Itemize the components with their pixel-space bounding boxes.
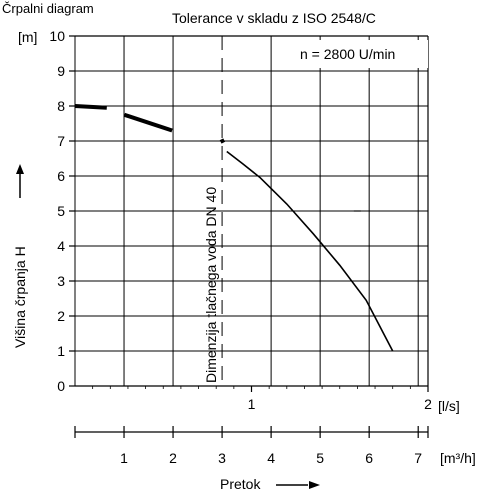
y-tick-label: 10 [49,28,65,44]
grid [74,35,429,387]
speed-annotation: n = 2800 U/min [300,46,395,62]
pump-curve [74,104,394,352]
x-tick-label-m3h: 2 [169,450,177,466]
y-tick-label: 6 [57,168,65,184]
chart-subtitle: Tolerance v skladu z ISO 2548/C [172,10,376,26]
x-unit-secondary-label: [m³/h] [440,450,476,466]
y-axis-arrow [16,164,24,198]
y-unit-label: [m] [18,29,37,45]
curve-solid-segment [226,150,394,352]
x-unit-primary-label: [l/s] [438,398,460,414]
x-tick-label-m3h: 5 [316,450,324,466]
curve-dashed-segment [74,104,107,110]
x-axis-label: Pretok [220,476,261,492]
x-tick-label-m3h: 4 [267,450,275,466]
pipe-size-annotation: Dimenzija tlačnega voda DN 40 [203,187,219,383]
chart-title: Črpalni diagram [2,1,94,16]
y-tick-label: 8 [57,98,65,114]
x-tick-label-m3h: 1 [120,450,128,466]
y-tick-label: 9 [57,63,65,79]
x-axis-arrow [276,481,320,489]
x-tick-label-ls: 1 [248,396,256,412]
y-tick-label: 2 [57,308,65,324]
y-tick-label: 3 [57,273,65,289]
annotation-box [295,40,428,68]
y-tick-labels: 0 1 2 3 4 5 6 7 8 9 10 [49,28,65,394]
axes [69,35,429,438]
y-axis-label: Višina črpanja H [12,246,28,348]
x-tick-label-m3h: 6 [365,450,373,466]
y-tick-label: 4 [57,238,65,254]
y-tick-label: 7 [57,133,65,149]
y-tick-label: 5 [57,203,65,219]
y-tick-label: 1 [57,343,65,359]
curve-dashed-segment [219,138,226,144]
x-tick-label-m3h: 3 [218,450,226,466]
x-tick-label-ls: 2 [424,396,432,412]
curve-dashed-segment [123,112,173,133]
y-tick-label: 0 [57,378,65,394]
x-tick-label-m3h: 7 [414,450,422,466]
x-tick-labels: 1 2 1 2 3 4 5 6 7 [120,396,432,466]
